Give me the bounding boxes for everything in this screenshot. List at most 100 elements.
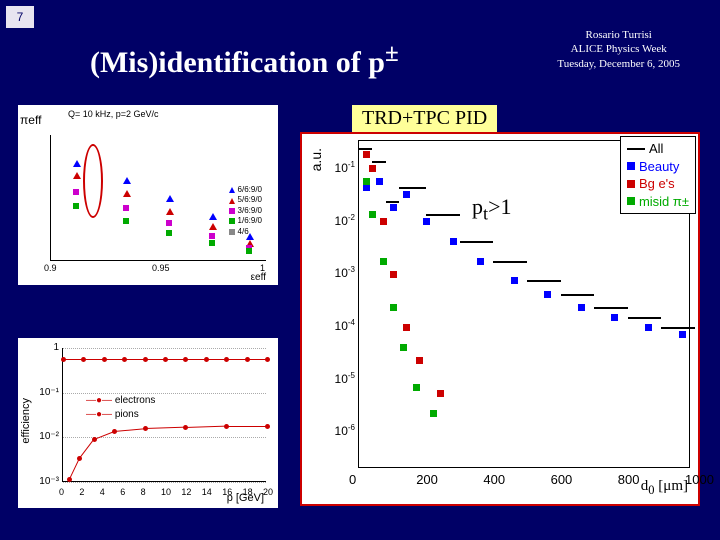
- trd-tpc-banner: TRD+TPC PID: [352, 105, 497, 132]
- tl-legend-item: 1/6:9/0: [229, 216, 262, 226]
- r-beauty-pt: [363, 184, 370, 191]
- bl-ytick: 10⁻³: [25, 476, 59, 487]
- r-all-step: [460, 241, 494, 243]
- r-ytick: 10-3: [313, 265, 355, 280]
- tl-point: [246, 248, 252, 254]
- r-all-step: [628, 317, 662, 319]
- r-legend-item: All: [627, 140, 689, 158]
- tl-point: [73, 203, 79, 209]
- tl-point: [123, 205, 129, 211]
- bl-xtick: 12: [181, 487, 191, 497]
- r-bge-pt: [369, 165, 376, 172]
- r-beauty-pt: [679, 331, 686, 338]
- r-misid-pt: [390, 304, 397, 311]
- tl-yaxis: [50, 135, 51, 261]
- panel-top-left: πeff Q= 10 kHz, p=2 GeV/c εeff 0.90.951 …: [18, 105, 278, 285]
- r-beauty-pt: [403, 191, 410, 198]
- r-misid-pt: [380, 258, 387, 265]
- bl-ytick: 10⁻¹: [25, 387, 59, 398]
- tl-legend-item: 5/6:9/0: [229, 195, 262, 205]
- bl-ytick: 10⁻²: [25, 431, 59, 442]
- date: Tuesday, December 6, 2005: [557, 57, 680, 71]
- highlight-ellipse: [83, 144, 103, 218]
- r-all-step: [493, 261, 527, 263]
- r-ytick: 10-2: [313, 213, 355, 228]
- r-xtick: 400: [483, 472, 505, 487]
- bl-legend-pions: pions: [115, 409, 139, 420]
- pt-label: pt>1: [472, 194, 512, 224]
- r-beauty-pt: [423, 218, 430, 225]
- r-beauty-pt: [450, 238, 457, 245]
- r-all-step: [661, 327, 695, 329]
- meta-block: Rosario Turrisi ALICE Physics Week Tuesd…: [557, 28, 680, 71]
- r-xlabel: d0 [μm]: [641, 478, 688, 498]
- r-legend-item: misid π±: [627, 193, 689, 211]
- tl-legend-item: 4/6: [229, 227, 262, 237]
- r-misid-pt: [369, 211, 376, 218]
- bl-xtick: 8: [141, 487, 146, 497]
- bl-xtick: 14: [202, 487, 212, 497]
- tl-point: [209, 223, 217, 230]
- tl-point: [166, 208, 174, 215]
- r-bge-pt: [437, 390, 444, 397]
- tl-point: [73, 160, 81, 167]
- r-xtick: 1000: [685, 472, 714, 487]
- r-all-step: [399, 187, 426, 189]
- r-legend: AllBeautyBg e'smisid π±: [620, 136, 696, 214]
- panel-bottom-left: efficiency 110⁻¹10⁻²10⁻³0246810121416182…: [18, 338, 278, 508]
- r-all-step: [426, 214, 460, 216]
- bl-ytick: 1: [25, 342, 59, 353]
- r-xtick: 800: [618, 472, 640, 487]
- event: ALICE Physics Week: [557, 42, 680, 56]
- r-beauty-pt: [645, 324, 652, 331]
- r-ytick: 10-4: [313, 318, 355, 333]
- r-beauty-pt: [544, 291, 551, 298]
- tl-ylabel: πeff: [20, 113, 41, 127]
- r-ytick: 10-5: [313, 371, 355, 386]
- r-beauty-pt: [511, 277, 518, 284]
- panel-right: a.u. 10-110-210-310-410-510-602004006008…: [300, 132, 700, 506]
- r-xtick: 600: [551, 472, 573, 487]
- r-misid-pt: [400, 344, 407, 351]
- tl-point: [73, 172, 81, 179]
- tl-xlabel: εeff: [251, 272, 266, 283]
- bl-xtick: 6: [120, 487, 125, 497]
- r-beauty-pt: [578, 304, 585, 311]
- bl-xtick: 0: [59, 487, 64, 497]
- tl-point: [209, 240, 215, 246]
- tl-point: [123, 190, 131, 197]
- tl-legend-item: 6/6:9/0: [229, 185, 262, 195]
- bl-xtick: 20: [263, 487, 273, 497]
- r-misid-pt: [430, 410, 437, 417]
- r-bge-pt: [380, 218, 387, 225]
- page-title: (Mis)identification of p±: [90, 40, 399, 80]
- r-all-step: [594, 307, 628, 309]
- tl-legend: 6/6:9/05/6:9/03/6:9/01/6:9/04/6: [229, 185, 262, 237]
- bl-xtick: 4: [100, 487, 105, 497]
- tl-xtick: 0.9: [44, 263, 57, 273]
- r-all-step: [372, 161, 385, 163]
- tl-point: [166, 195, 174, 202]
- r-beauty-pt: [611, 314, 618, 321]
- tl-xaxis: [50, 260, 266, 261]
- r-all-step: [527, 280, 561, 282]
- author: Rosario Turrisi: [557, 28, 680, 42]
- tl-point: [209, 213, 217, 220]
- r-all-step: [359, 148, 372, 150]
- tl-xtick: 0.95: [152, 263, 170, 273]
- bl-legend: —●— electrons —●— pions: [86, 394, 155, 422]
- r-legend-item: Beauty: [627, 158, 689, 176]
- r-xtick: 0: [349, 472, 356, 487]
- tl-point: [123, 177, 131, 184]
- r-bge-pt: [416, 357, 423, 364]
- r-bge-pt: [363, 151, 370, 158]
- r-ytick: 10-6: [313, 423, 355, 438]
- r-bge-pt: [403, 324, 410, 331]
- bl-xlabel: p [GeV]: [227, 492, 264, 504]
- r-misid-pt: [413, 384, 420, 391]
- page-number: 7: [6, 6, 34, 28]
- tl-point: [166, 220, 172, 226]
- r-beauty-pt: [390, 204, 397, 211]
- tl-xtick: 1: [260, 263, 265, 273]
- r-legend-item: Bg e's: [627, 175, 689, 193]
